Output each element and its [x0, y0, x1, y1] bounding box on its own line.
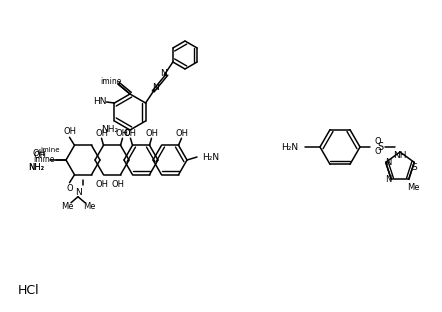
Text: N: N	[152, 83, 159, 92]
Text: NH: NH	[393, 150, 407, 159]
Text: NH₂: NH₂	[101, 124, 118, 134]
Text: S: S	[377, 142, 383, 152]
Text: OH: OH	[175, 129, 188, 138]
Text: OH: OH	[95, 129, 108, 138]
Text: NH₂: NH₂	[28, 163, 44, 173]
Text: Me: Me	[83, 202, 95, 211]
Text: OH: OH	[116, 129, 129, 138]
Text: N: N	[385, 175, 391, 184]
Text: OH: OH	[95, 180, 108, 189]
Text: O: O	[375, 148, 381, 157]
Text: imine: imine	[33, 155, 55, 164]
Text: HCl: HCl	[18, 284, 40, 296]
Text: O: O	[375, 138, 381, 147]
Text: OH: OH	[124, 129, 137, 138]
Text: imine: imine	[100, 77, 122, 86]
Text: H₂N: H₂N	[202, 153, 219, 162]
Text: O: O	[123, 129, 130, 138]
Text: O: O	[66, 184, 73, 193]
Text: OH: OH	[112, 180, 125, 189]
Text: Me: Me	[408, 183, 420, 192]
Text: N: N	[160, 69, 167, 78]
Text: NH₂: NH₂	[28, 163, 44, 173]
Text: N: N	[75, 188, 81, 197]
Text: OH: OH	[34, 150, 46, 159]
Text: HN: HN	[93, 97, 107, 106]
Text: Me: Me	[61, 202, 73, 211]
Text: N: N	[385, 158, 392, 167]
Text: OH: OH	[63, 127, 76, 136]
Text: imine: imine	[40, 147, 60, 153]
Text: OH: OH	[33, 149, 46, 158]
Text: H₂N: H₂N	[281, 143, 298, 152]
Text: S: S	[412, 163, 417, 172]
Text: OH: OH	[145, 129, 158, 138]
